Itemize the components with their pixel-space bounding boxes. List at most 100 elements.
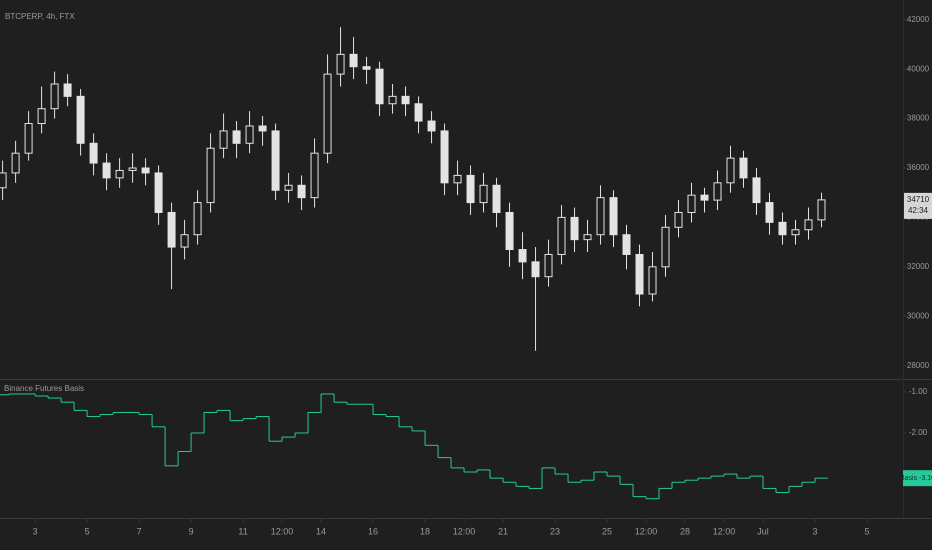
candle-body [115,169,124,179]
y-tick-label: 32000 [907,262,930,271]
y-tick-label: 40000 [907,64,930,73]
candle-body [635,253,644,295]
x-tick-label: Jul [757,526,769,536]
candle-body [349,53,358,68]
x-tick-label: 16 [368,526,378,536]
candle-body [427,120,436,132]
x-tick-label: 3 [33,526,38,536]
y-tick-label: 28000 [907,361,930,370]
chart-title: BTCPERP, 4h, FTX [5,12,75,21]
candle-body [661,226,670,268]
price-label: 34710 [907,195,930,204]
candle-body [518,249,527,263]
candle-body [388,95,397,105]
x-tick-label: 23 [550,526,560,536]
y-tick-label: 38000 [907,114,930,123]
candle-body [570,216,579,241]
candle-body [76,95,85,144]
x-tick-label: 9 [189,526,194,536]
candle-body [440,130,449,184]
candle-body [752,177,761,204]
candle-body [0,172,7,189]
y-tick-label: -1.00 [909,387,928,396]
candle-body [154,172,163,213]
x-tick-label: 5 [864,526,869,536]
candle-body [778,221,787,236]
candle-body [596,197,605,236]
candle-body [336,53,345,75]
x-tick-label: 18 [420,526,430,536]
candle-body [531,261,540,278]
candle-body [414,103,423,122]
candle-body [479,184,488,204]
x-tick-label: 12:00 [453,526,476,536]
candle-body [804,219,813,231]
x-tick-label: 12:00 [635,526,658,536]
candle-body [141,167,150,174]
candle-body [817,199,826,221]
candle-body [687,194,696,213]
y-tick-label: 36000 [907,163,930,172]
y-tick-label: 30000 [907,311,930,320]
x-tick-label: 7 [137,526,142,536]
candle-body [557,216,566,255]
candle-body [700,194,709,201]
candle-body [323,73,332,154]
candle-body [63,83,72,97]
y-tick-label: -2.00 [909,428,928,437]
candle-body [492,184,501,213]
candle-body [284,184,293,191]
x-tick-label: 14 [316,526,326,536]
candle-body [674,211,683,228]
candle-body [297,184,306,199]
x-tick-label: 12:00 [713,526,736,536]
candle-body [505,211,514,251]
x-tick-label: 11 [238,526,247,536]
candle-body [193,202,202,236]
y-tick-label: 42000 [907,15,930,24]
candle-body [245,125,254,144]
candle-body [375,68,384,105]
candle-body [128,167,137,171]
candle-body [89,142,98,164]
candle-body [726,157,735,184]
x-tick-label: 21 [498,526,508,536]
x-tick-label: 3 [812,526,817,536]
x-tick-label: 25 [602,526,612,536]
candle-body [466,174,475,204]
candle-body [609,197,618,236]
candle-body [453,174,462,184]
indicator-title: Binance Futures Basis [4,384,84,393]
candle-body [258,125,267,132]
candle-body [622,234,631,255]
last-value-box [903,470,932,487]
candle-body [219,130,228,149]
candle-body [401,95,410,105]
candle-body [362,66,371,70]
candle-body [713,182,722,201]
x-tick-label: 28 [680,526,690,536]
candle-body [791,229,800,236]
candle-body [11,152,20,174]
candle-body [648,266,657,295]
candle-body [583,234,592,241]
candle-body [310,152,319,199]
price-label-box [904,192,932,219]
candle-body [739,157,748,179]
candle-body [180,234,189,248]
countdown: 42:34 [908,206,929,215]
candle-body [271,130,280,191]
candle-body [544,253,553,278]
candle-body [37,108,46,125]
candle-body [50,83,59,110]
x-tick-label: 12:00 [271,526,294,536]
candle-body [765,202,774,223]
candle-body [102,162,111,179]
candle-body [206,147,215,204]
last-value-label: Basis -3.10 [900,475,932,482]
x-tick-label: 5 [85,526,90,536]
candle-body [167,211,176,248]
